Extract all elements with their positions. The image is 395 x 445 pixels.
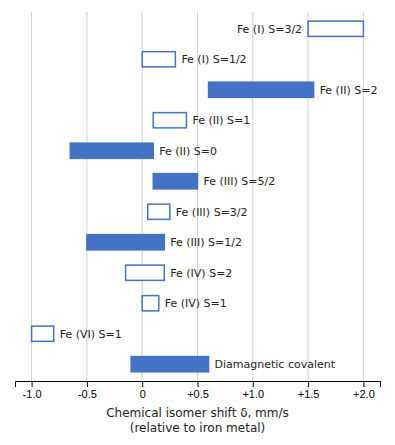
tick-label: 0	[140, 388, 146, 400]
tick-label: +1.5	[298, 388, 320, 400]
bar	[142, 52, 175, 67]
bar	[153, 113, 186, 128]
tick: +0.5	[187, 381, 209, 400]
bar-label: Fe (III) S=1/2	[170, 236, 242, 249]
tick-label: +0.5	[187, 388, 209, 400]
bar	[142, 296, 159, 311]
bar	[131, 357, 208, 372]
tick-label: +1.0	[242, 388, 264, 400]
bar-label: Fe (I) S=3/2	[237, 23, 302, 36]
bar-label: Diamagnetic covalent	[215, 358, 336, 371]
tick-label: +2.0	[353, 388, 375, 400]
bar-label: Fe (IV) S=1	[165, 297, 227, 310]
tick: +2.0	[353, 381, 375, 400]
tick: -0.5	[78, 381, 97, 400]
bar	[153, 174, 197, 189]
tick-mark	[198, 381, 199, 387]
bar	[308, 21, 363, 36]
bar-label: Fe (II) S=0	[159, 145, 217, 158]
tick-mark	[142, 381, 143, 387]
bar	[209, 82, 314, 97]
bar	[87, 235, 164, 250]
tick-mark	[253, 381, 254, 387]
grid-line	[363, 12, 364, 381]
tick-label: -0.5	[78, 388, 97, 400]
bar-label: Fe (II) S=1	[192, 114, 250, 127]
grid-line	[252, 12, 253, 381]
tick-label: -1.0	[23, 388, 42, 400]
bar-label: Fe (I) S=1/2	[181, 53, 246, 66]
bar	[70, 143, 153, 158]
plot: Fe (I) S=3/2 Fe (I) S=1/2 Fe (II) S=2 Fe (I…	[16, 12, 381, 435]
bars	[32, 21, 364, 372]
bar	[126, 265, 165, 280]
bar	[32, 326, 54, 341]
x-axis: -1.0 -0.5 0 +0.5 +1.0 +1.5 +2.0	[16, 381, 381, 400]
tick: -1.0	[23, 381, 42, 400]
tick-mark	[87, 381, 88, 387]
tick: +1.0	[242, 381, 264, 400]
bar-label: Fe (III) S=5/2	[204, 175, 276, 188]
grid-line	[197, 12, 198, 381]
tick-mark	[363, 381, 364, 387]
tick-mark	[308, 381, 309, 387]
grid-line	[86, 12, 87, 381]
bar-label: Fe (II) S=2	[320, 84, 378, 97]
axis-line	[16, 382, 381, 388]
x-axis-title: Chemical isomer shift δ, mm/s(relative t…	[106, 406, 289, 435]
bar-label: Fe (IV) S=2	[170, 267, 232, 280]
bar	[148, 204, 170, 219]
tick: +1.5	[298, 381, 320, 400]
grid	[32, 12, 364, 381]
bar-labels: Fe (I) S=3/2 Fe (I) S=1/2 Fe (II) S=2 Fe (I…	[60, 23, 378, 371]
bar-label: Fe (III) S=3/2	[176, 206, 248, 219]
tick-mark	[32, 381, 33, 387]
grid-line	[308, 12, 309, 381]
chart: Fe (I) S=3/2 Fe (I) S=1/2 Fe (II) S=2 Fe (I…	[0, 0, 395, 445]
bar-label: Fe (VI) S=1	[60, 328, 122, 341]
tick: 0	[140, 381, 146, 400]
